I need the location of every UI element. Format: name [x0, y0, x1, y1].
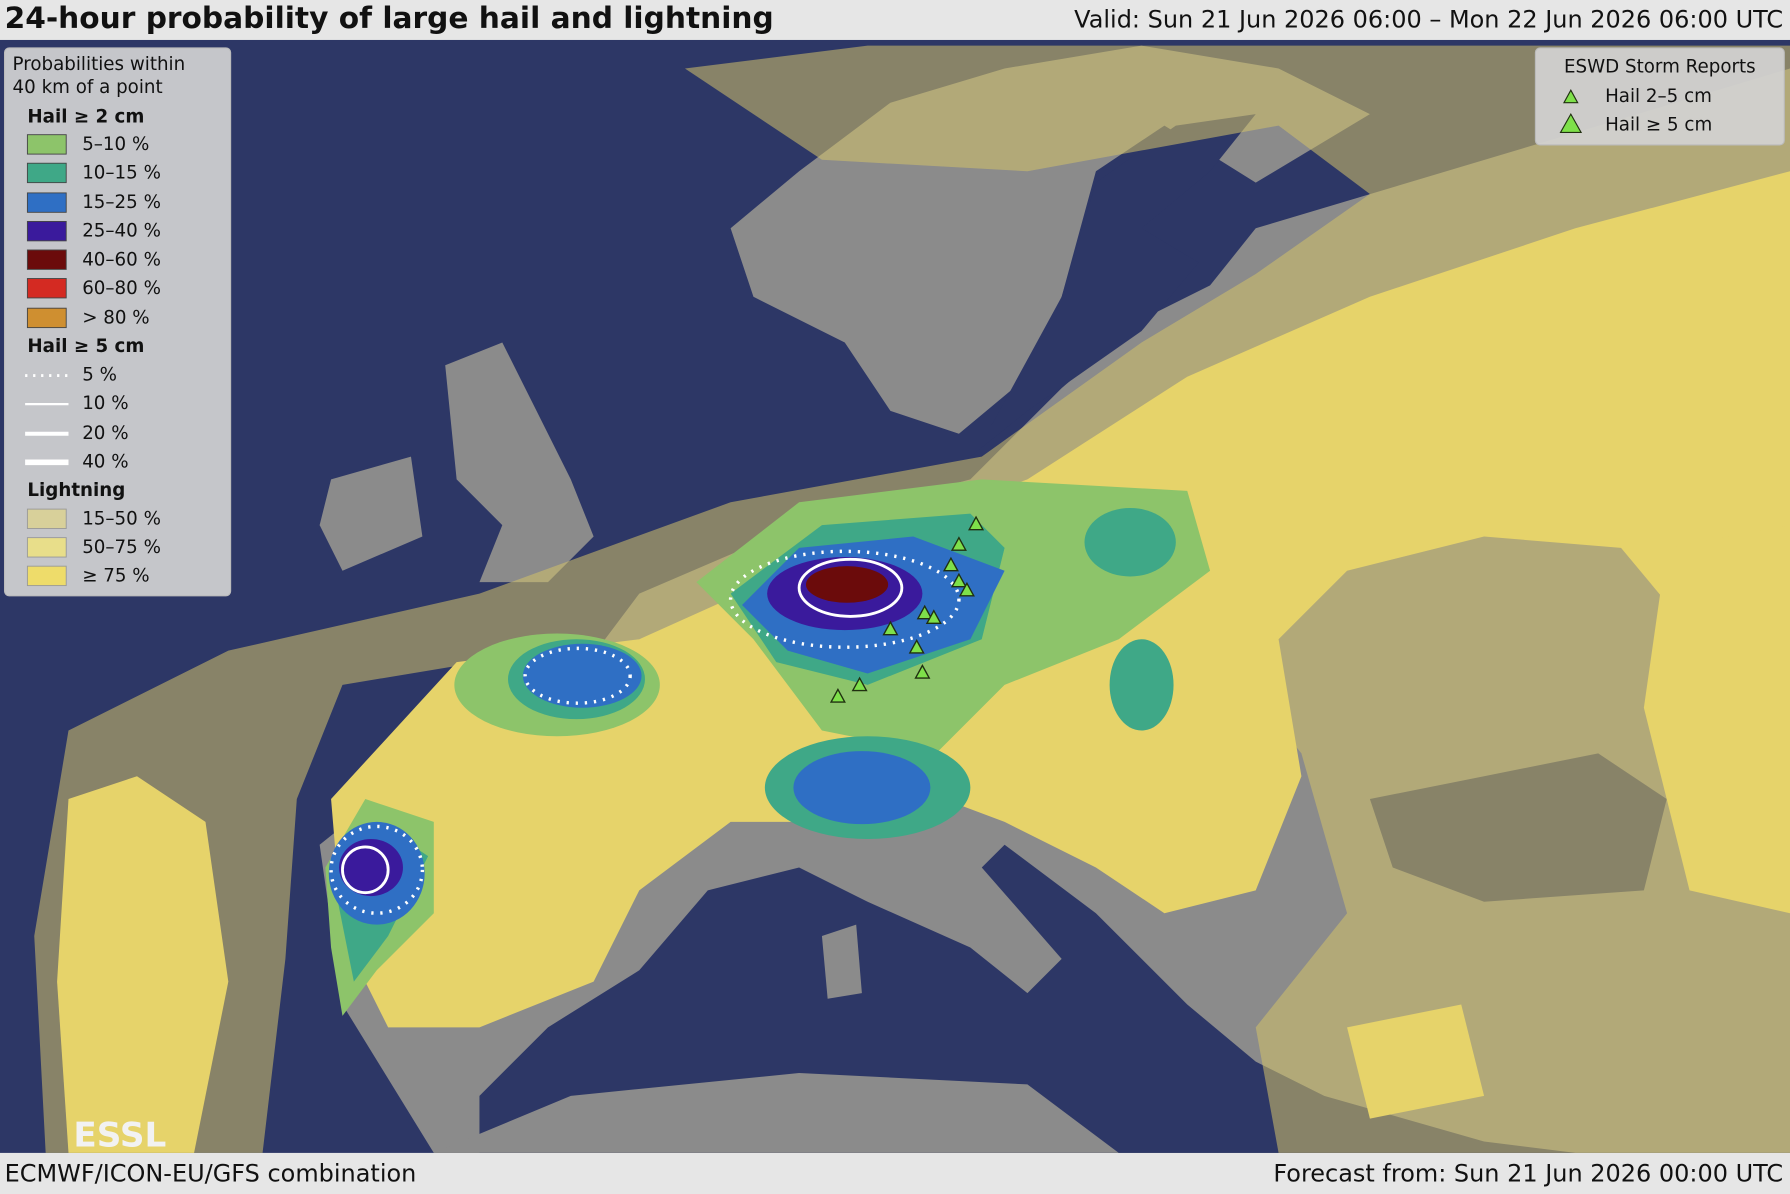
logo: ESSL [73, 1115, 166, 1155]
legend-heading: Probabilities within [13, 54, 186, 75]
footer-forecast: Forecast from: Sun 21 Jun 2026 00:00 UTC [1273, 1160, 1783, 1188]
legend-item: 50–75 % [82, 537, 161, 558]
legend-item: 40 % [82, 451, 128, 472]
hail-areas [325, 479, 1211, 1016]
legend-item: 25–40 % [82, 221, 161, 242]
legend-item: > 80 % [82, 307, 149, 328]
land-south [433, 924, 1119, 1153]
hail-5cm-contours [329, 549, 961, 915]
footer-model: ECMWF/ICON-EU/GFS combination [5, 1160, 417, 1188]
storm-legend-marker [1559, 112, 1583, 133]
storm-legend-item: Hail 2–5 cm [1605, 86, 1712, 107]
legend-group-title: Lightning [27, 480, 125, 501]
legend-item: 10 % [82, 393, 128, 414]
lightning-swatches [26, 508, 67, 587]
legend-item: 40–60 % [82, 249, 161, 270]
legend-item: 20 % [82, 423, 128, 444]
legend-box [3, 47, 232, 597]
storm-reports [829, 515, 985, 703]
legend-item: 60–80 % [82, 278, 161, 299]
legend-item: 10–15 % [82, 163, 161, 184]
hail-swatches [26, 134, 67, 329]
legend-group-title: Hail ≥ 5 cm [27, 336, 144, 357]
legend-heading: 40 km of a point [13, 77, 163, 98]
legend: Probabilities within 40 km of a point Ha… [3, 47, 232, 597]
storm-legend: ESWD Storm Reports Hail 2–5 cm Hail ≥ 5 … [1534, 47, 1785, 146]
legend-group-title: Hail ≥ 2 cm [27, 107, 144, 128]
storm-legend-box [1534, 47, 1785, 146]
contour-swatches [25, 374, 69, 466]
legend-item: 15–25 % [82, 192, 161, 213]
legend-item: 5 % [82, 365, 117, 386]
legend-item: ≥ 75 % [82, 565, 149, 586]
storm-legend-marker [1563, 88, 1579, 104]
legend-item: 15–50 % [82, 508, 161, 529]
storm-legend-item: Hail ≥ 5 cm [1605, 115, 1712, 136]
storm-legend-title: ESWD Storm Reports [1564, 56, 1756, 77]
map: ESSL [0, 39, 1790, 1155]
valid-time: Valid: Sun 21 Jun 2026 06:00 – Mon 22 Ju… [1074, 6, 1783, 34]
legend-item: 5–10 % [82, 134, 149, 155]
title: 24-hour probability of large hail and li… [5, 0, 774, 35]
